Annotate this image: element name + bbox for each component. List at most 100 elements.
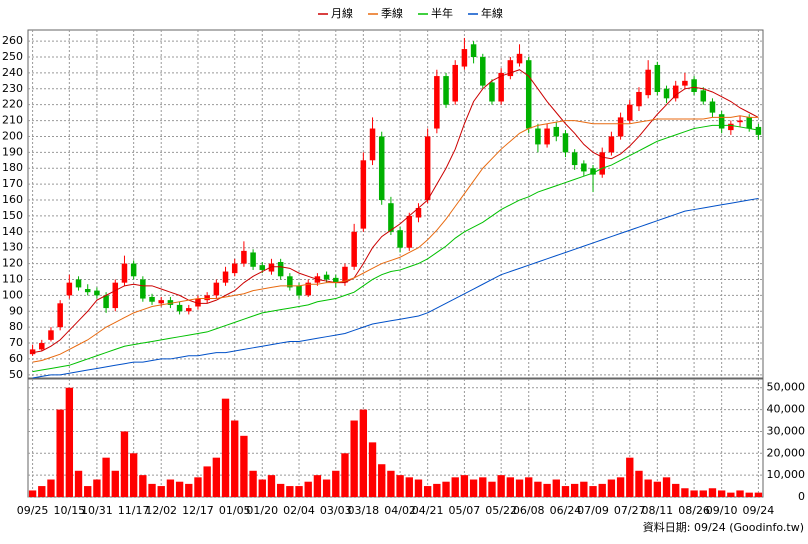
y2-tick-label: 20,000 [767,446,806,459]
candle-body [305,282,311,296]
volume-bar [203,466,211,497]
legend-label: 季線 [381,6,403,20]
volume-bar [699,490,707,497]
volume-bar [690,490,698,497]
volume-bar [607,479,616,497]
volume-bar [644,479,652,497]
x-tick-label: 03/18 [347,504,379,517]
volume-bar [754,492,763,497]
volume-bar [635,470,643,497]
volume-bar [65,387,74,497]
volume-bar [322,479,331,497]
x-tick-label: 09/10 [706,504,738,517]
y-tick-label: 130 [2,241,23,254]
candle-body [323,274,330,280]
volume-bar [295,486,303,497]
legend-label: 月線 [331,6,353,20]
volume-bar [129,453,138,497]
candle-body [480,57,486,86]
candle-body [737,120,743,123]
x-tick-label: 04/02 [384,504,416,517]
y-tick-label: 200 [2,129,23,142]
candle-body [204,295,210,301]
candle-body [39,343,45,350]
price-panel [27,29,764,379]
candle-body [176,304,183,312]
candle-body [452,64,458,102]
volume-bar [258,479,266,497]
x-tick-label: 12/17 [182,504,214,517]
volume-bar [139,475,147,497]
volume-panel [27,378,764,498]
candle-body [103,295,109,309]
y-tick-label: 190 [2,145,23,158]
volume-bar [38,486,46,497]
candle-body [57,303,63,328]
x-tick-label: 12/02 [145,504,177,517]
volume-bar [93,479,101,497]
volume-bar [414,479,423,497]
x-tick-label: 09/25 [17,504,49,517]
volume-bar [267,475,276,497]
volume-bar [460,475,469,497]
y-tick-label: 180 [2,161,23,174]
legend: 月線 季線 半年 年線 [318,6,503,20]
candle-body [112,282,119,309]
x-tick-label: 01/05 [219,504,251,517]
candle-body [581,163,587,172]
volume-bar [423,486,432,497]
volume-bar [166,479,175,497]
candle-body [250,252,256,267]
candle-body [636,91,642,107]
volume-bar [727,492,735,497]
volume-bar [405,477,413,497]
candle-body [333,277,339,283]
volume-bar [378,464,386,497]
y-tick-label: 230 [2,82,23,95]
y-tick-label: 50 [9,368,23,381]
volume-bar [56,409,64,497]
candle-body [424,136,431,201]
volume-bar [350,420,358,497]
y-tick-label: 150 [2,209,23,222]
volume-bar [653,481,662,497]
y-tick-label: 140 [2,225,23,238]
candle-body [29,349,36,355]
candle-body [84,289,91,293]
candle-body [507,60,514,77]
candle-body [672,85,679,99]
volume-bar [304,481,312,497]
candle-body [608,136,615,153]
volume-bar [708,488,717,497]
volume-bar [212,457,221,497]
y2-tick-label: 50,000 [767,381,806,394]
candle-body [75,279,82,288]
candle-body [746,117,752,129]
candle-body [397,230,403,248]
candle-body [406,215,413,248]
candle-body [691,79,697,92]
y-tick-label: 160 [2,193,23,206]
volume-bar [47,479,55,497]
volume-bar [286,486,294,497]
volume-bar [736,490,744,497]
volume-bar [616,477,625,497]
volume-bar [74,470,83,497]
volume-bar [111,470,119,497]
ma-line [32,124,759,373]
candle-body [231,263,238,274]
volume-bar [387,470,395,497]
volume-bar [745,492,753,497]
x-tick-label: 08/11 [641,504,673,517]
volume-bar [194,477,202,497]
candle-body [140,279,146,299]
volume-bar [185,483,193,497]
legend-label: 半年 [431,6,453,20]
volume-bar [515,479,524,497]
y-tick-label: 100 [2,288,23,301]
candle-body [167,300,174,305]
candle-body [388,203,394,232]
volume-bar [525,477,533,497]
volume-bar [433,483,441,497]
volume-bar [552,479,560,497]
